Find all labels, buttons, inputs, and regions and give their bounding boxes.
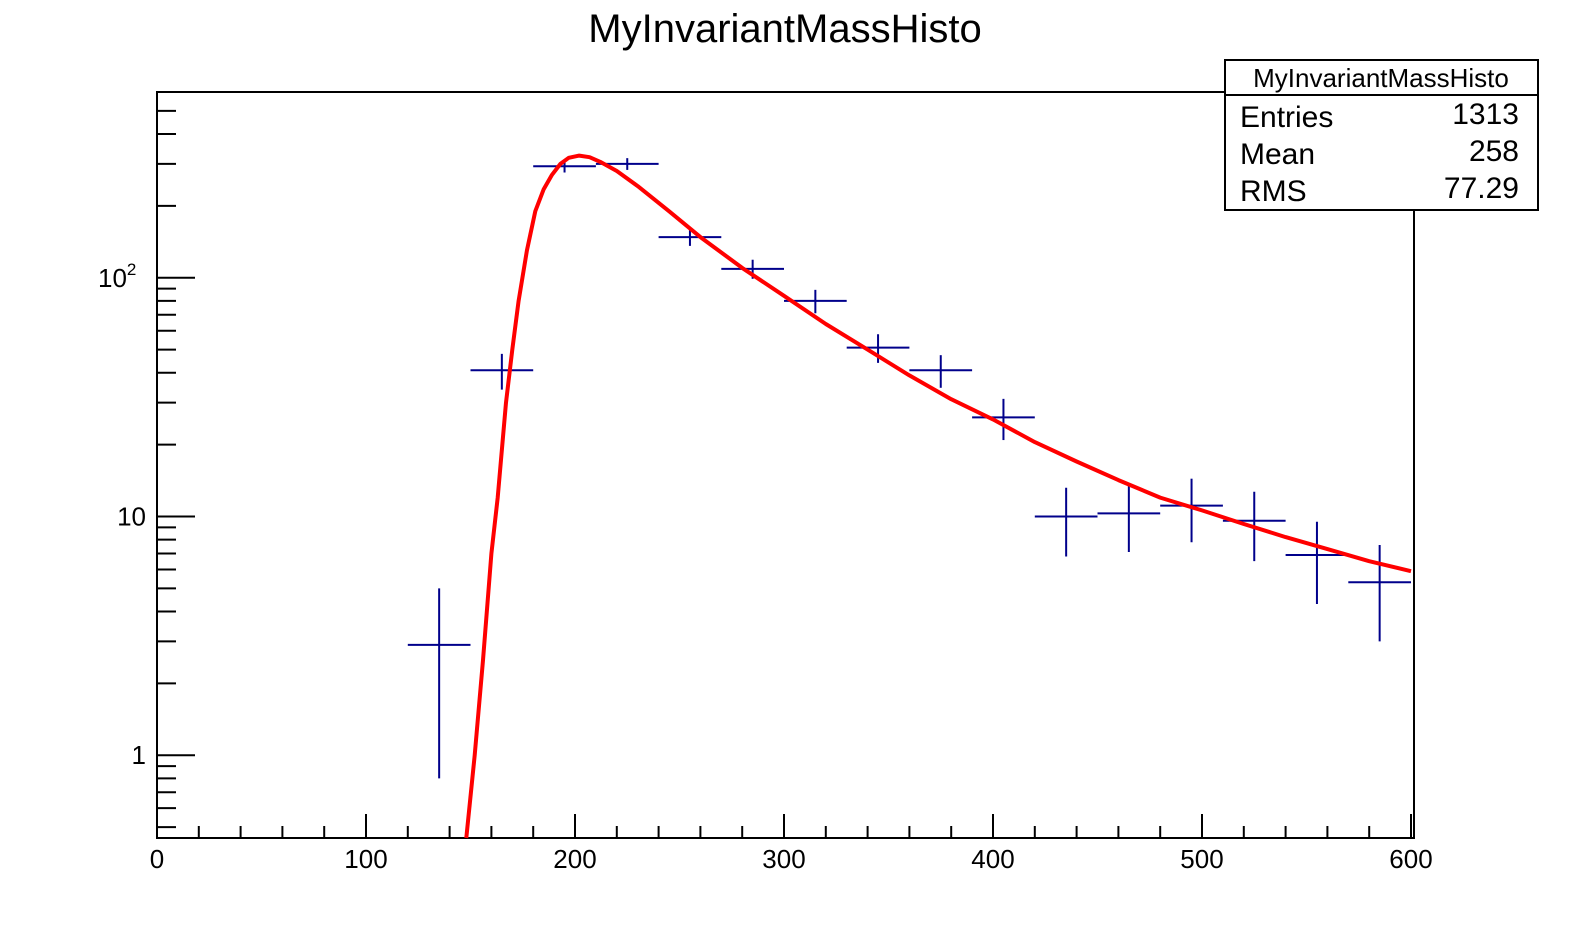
x-tick-label: 300 [762, 844, 805, 874]
stats-box: MyInvariantMassHisto Entries 1313 Mean 258 R… [1224, 59, 1539, 211]
x-tick-label: 100 [344, 844, 387, 874]
plot-frame [156, 91, 1415, 839]
histogram-point [658, 229, 722, 246]
histogram-point [1285, 521, 1349, 604]
x-tick-label: 200 [553, 844, 596, 874]
histogram-point [470, 353, 534, 390]
stats-value: 258 [1469, 135, 1519, 168]
chart-title: MyInvariantMassHisto [588, 7, 981, 51]
axis-ticks [156, 91, 1412, 838]
stats-label: Entries [1240, 101, 1333, 134]
stats-label: Mean [1240, 138, 1315, 171]
x-tick-label: 500 [1180, 844, 1223, 874]
y-tick-label: 10 [117, 501, 146, 531]
histogram-point [972, 398, 1035, 441]
y-tick-label: 102 [98, 260, 136, 293]
x-tick-labels: 0 100 200 300 400 500 600 [150, 844, 1433, 874]
x-tick-label: 600 [1389, 844, 1432, 874]
x-tick-label: 0 [150, 844, 164, 874]
stats-box-frame [1224, 59, 1539, 211]
histogram-point [1348, 544, 1411, 642]
histogram-point [1034, 487, 1098, 557]
stats-box-title: MyInvariantMassHisto [1253, 63, 1509, 93]
histogram-point [909, 355, 973, 388]
x-tick-label: 400 [971, 844, 1014, 874]
histogram-point [407, 588, 471, 779]
histogram-point [1160, 478, 1223, 543]
histogram-point [846, 334, 910, 363]
stats-value: 1313 [1452, 98, 1519, 131]
histogram-series [407, 158, 1411, 779]
histogram-point [1097, 485, 1161, 552]
fit-curve [464, 153, 1412, 839]
stats-value: 77.29 [1444, 172, 1519, 205]
y-tick-label: 1 [132, 740, 146, 770]
y-tick-labels: 1 10 102 [98, 260, 146, 770]
stats-rows: Entries 1313 Mean 258 RMS 77.29 [1240, 98, 1519, 208]
stats-label: RMS [1240, 175, 1307, 208]
